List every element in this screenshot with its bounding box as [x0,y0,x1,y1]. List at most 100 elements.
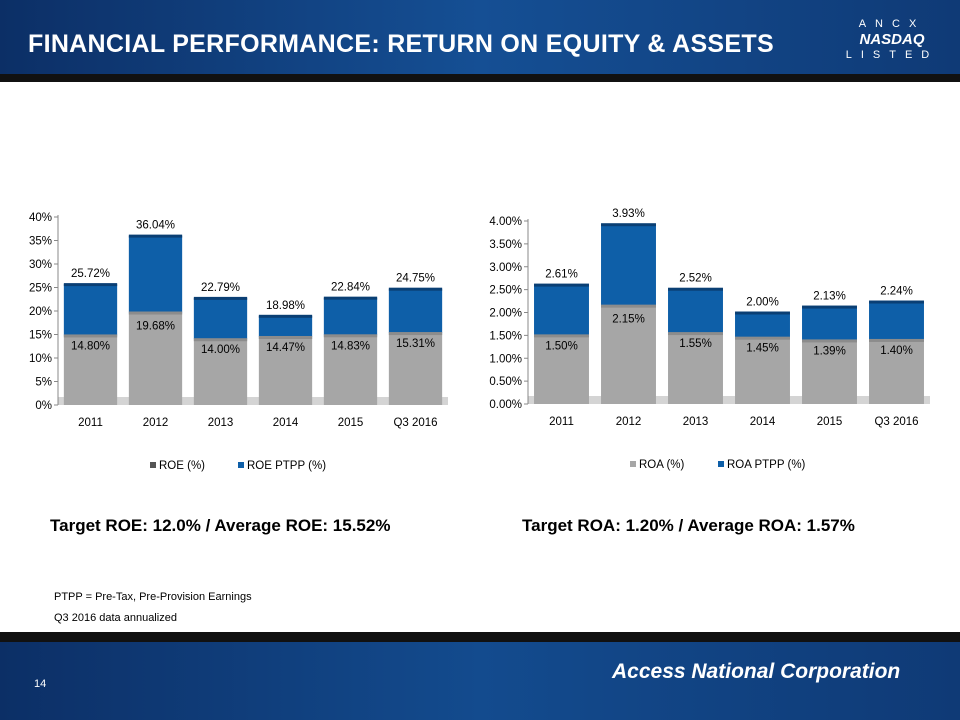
data-label-ptpp: 2.00% [746,297,779,309]
data-label-base: 1.39% [813,345,846,357]
bar-base-2014 [735,337,790,404]
y-tick-label: 3.00% [489,262,522,274]
bar-ptpp-Q3-2016 [869,301,924,340]
y-tick-label: 0% [35,400,52,412]
bar-base-2011 [63,335,118,405]
bar-mid-edge [323,334,378,338]
logo-listed: LISTED [845,49,939,61]
company-name: Access National Corporation [612,660,901,683]
bar-top-edge [388,287,443,291]
roe-chart: 0% 5% 10% 15% 20% 25% 30% 35% 40% 25.72% 14.80% 201… [29,212,448,472]
bar-top-edge [601,223,656,227]
x-tick-label: 2012 [616,416,642,428]
y-tick-label: 5% [35,377,52,389]
y-tick-label: 20% [29,306,52,318]
chart-floor [528,396,930,404]
roa-target: Target ROA: 1.20% / Average ROA: 1.57% [522,516,855,535]
bar-base-2015 [802,340,857,404]
bar-top-edge [534,283,589,287]
data-label-base: 1.50% [545,340,578,352]
y-tick-label: 35% [29,236,52,248]
legend-swatch-ptpp [718,461,724,467]
roe-target: Target ROE: 12.0% / Average ROE: 15.52% [50,516,391,535]
bar-mid-edge [802,339,857,343]
y-tick-label: 0.00% [489,399,522,411]
y-tick-label: 1.00% [489,353,522,365]
x-tick-label: 2013 [208,417,234,429]
x-tick-label: Q3 2016 [874,416,918,428]
bar-ptpp-2015 [802,306,857,341]
bar-top-edge [63,283,118,287]
y-tick-label: 3.50% [489,239,522,251]
annualized-note: Q3 2016 data annualized [54,612,177,624]
data-label-ptpp: 18.98% [266,300,305,312]
bar-top-edge [258,314,313,318]
data-label-base: 14.47% [266,342,305,354]
ptpp-note: PTPP = Pre-Tax, Pre-Provision Earnings [54,591,252,603]
bar-base-2011 [534,335,589,404]
bar-base-Q3-2016 [388,333,443,405]
bar-ptpp-Q3-2016 [388,288,443,334]
bar-mid-edge [534,334,589,338]
x-tick-label: 2011 [78,417,103,429]
footer-bar [0,632,960,720]
bar-base-2015 [323,335,378,405]
bar-ptpp-2011 [534,284,589,336]
x-tick-label: 2015 [817,416,843,428]
data-label-base: 1.40% [880,345,913,357]
page-title: FINANCIAL PERFORMANCE: RETURN ON EQUITY … [28,30,774,58]
bar-top-edge [193,296,248,300]
bar-mid-edge [601,304,656,308]
bar-base-2013 [193,339,248,405]
data-label-ptpp: 24.75% [396,273,435,285]
legend-label-ptpp: ROA PTPP (%) [727,459,806,471]
y-tick-label: 15% [29,330,52,342]
x-tick-label: 2012 [143,417,169,429]
bar-top-edge [668,287,723,291]
x-tick-label: 2013 [683,416,709,428]
bar-base-Q3-2016 [869,339,924,404]
legend-swatch-ptpp [238,462,244,468]
x-tick-label: 2011 [549,416,574,428]
legend-label-base: ROE (%) [159,460,205,472]
bar-top-edge [802,305,857,309]
chart-floor [58,397,448,405]
data-label-base: 2.15% [612,314,645,326]
bar-mid-edge [193,338,248,342]
bar-mid-edge [258,335,313,339]
bar-base-2012 [128,312,183,405]
bar-mid-edge [128,311,183,315]
data-label-ptpp: 2.61% [545,269,578,281]
bar-mid-edge [63,334,118,338]
bar-ptpp-2011 [63,284,118,336]
data-label-base: 14.80% [71,340,110,352]
x-tick-label: Q3 2016 [393,417,437,429]
data-label-ptpp: 22.79% [201,282,240,294]
data-label-base: 14.83% [331,340,370,352]
roa-chart: 0.00% 0.50% 1.00% 1.50% 2.00% 2.50% 3.00% 3.50%… [489,208,930,471]
data-label-ptpp: 22.84% [331,282,370,294]
nasdaq-logo: ANCX NASDAQ LISTED [836,18,948,62]
data-label-ptpp: 3.93% [612,208,645,220]
bar-top-edge [128,234,183,238]
y-tick-label: 30% [29,259,52,271]
data-label-base: 19.68% [136,321,175,333]
bar-ptpp-2014 [735,312,790,338]
data-label-base: 15.31% [396,338,435,350]
bar-mid-edge [735,336,790,340]
legend-swatch-base [150,462,156,468]
bar-ptpp-2015 [323,297,378,336]
y-tick-label: 2.50% [489,285,522,297]
data-label-ptpp: 2.52% [679,273,712,285]
x-tick-label: 2014 [273,417,299,429]
x-tick-label: 2015 [338,417,364,429]
data-label-ptpp: 36.04% [136,220,175,232]
legend-swatch-base [630,461,636,467]
bar-base-2013 [668,333,723,404]
bar-top-edge [323,296,378,300]
header-divider [0,74,960,82]
bar-mid-edge [388,332,443,336]
legend-label-ptpp: ROE PTPP (%) [247,460,326,472]
bar-base-2014 [258,336,313,405]
bar-base-2012 [601,305,656,404]
